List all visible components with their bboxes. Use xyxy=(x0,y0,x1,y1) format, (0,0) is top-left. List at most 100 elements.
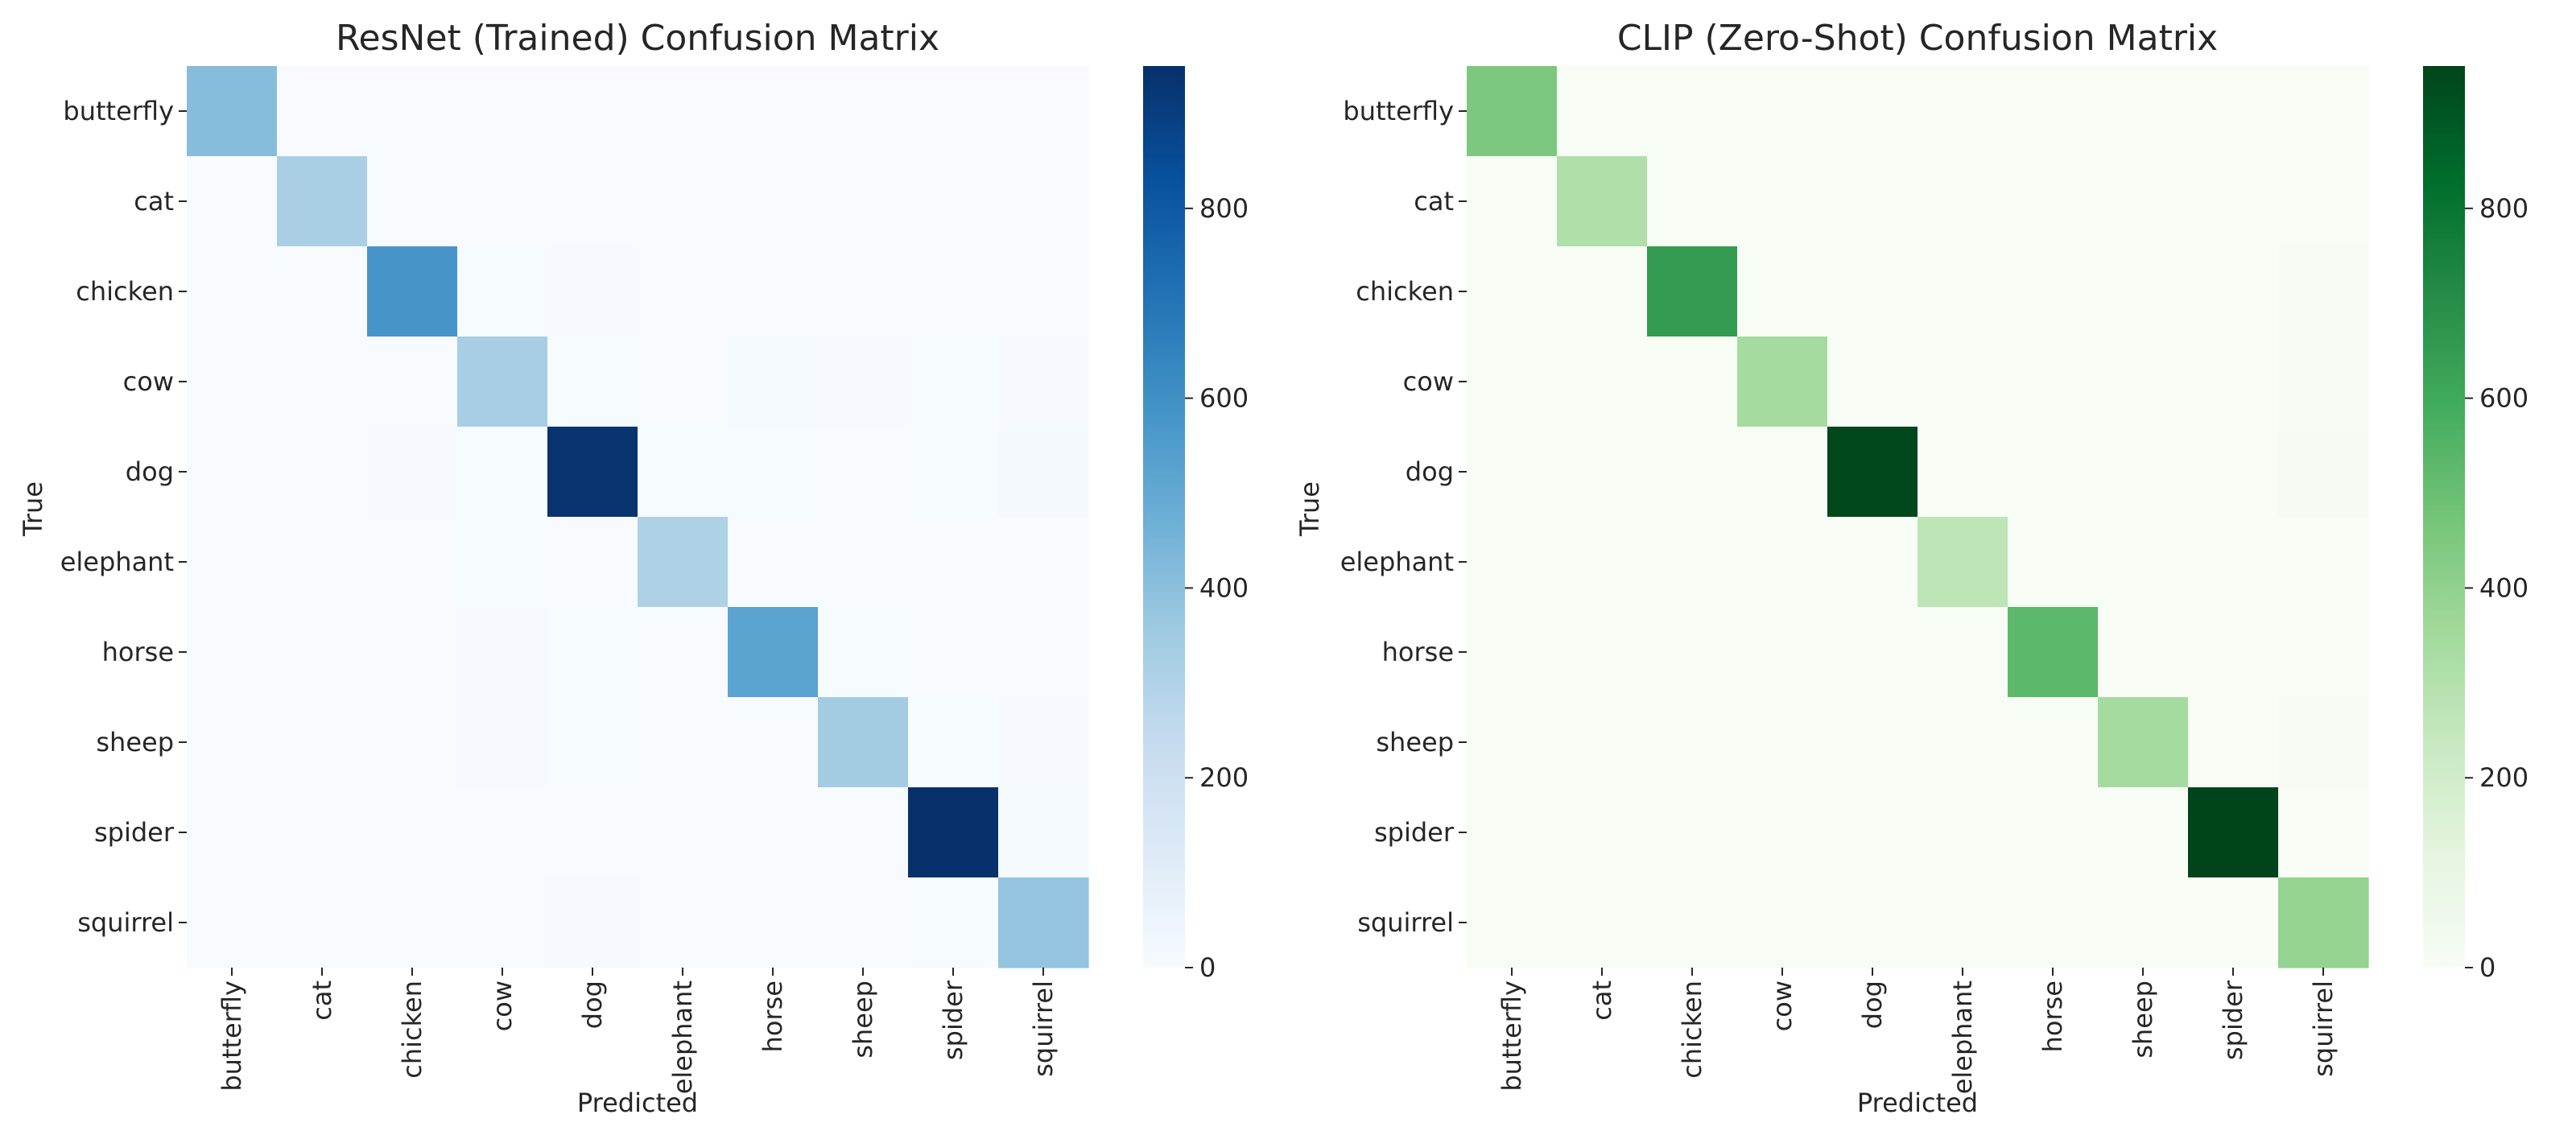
heatmap-cell xyxy=(1467,156,1558,247)
x-tick-label: chicken xyxy=(397,980,427,1079)
heatmap-cell xyxy=(547,607,638,698)
heatmap-cell xyxy=(1647,517,1738,608)
x-tick-label: cow xyxy=(487,980,518,1031)
heatmap-cell xyxy=(2008,697,2099,788)
heatmap-cell xyxy=(367,787,458,878)
heatmap-cell xyxy=(1467,517,1558,608)
heatmap-cell xyxy=(638,427,729,518)
heatmap-cell xyxy=(2008,877,2099,968)
heatmap-cell xyxy=(1918,246,2008,337)
heatmap-cell xyxy=(1918,66,2008,157)
x-axis-ticks: butterfly cat chicken cow dog elephant horse sh… xyxy=(1496,968,2339,1094)
heatmap-cell xyxy=(1827,787,1918,878)
heatmap-cell xyxy=(547,156,638,247)
heatmap-cell xyxy=(277,787,368,878)
heatmap-cell xyxy=(187,156,278,247)
y-tick-label: chicken xyxy=(1356,276,1454,307)
y-axis-ticks: butterfly cat chicken cow dog elephant horse sh… xyxy=(1340,96,1467,938)
heatmap-cell xyxy=(187,787,278,878)
heatmap-cell xyxy=(2098,697,2189,788)
heatmap-cell xyxy=(1557,697,1648,788)
heatmap-cell xyxy=(1647,246,1738,337)
heatmap-cell xyxy=(818,246,909,337)
heatmap-cell xyxy=(2098,787,2189,878)
y-tick-label: dog xyxy=(1406,456,1454,487)
heatmap-cell xyxy=(1827,697,1918,788)
heatmap-cell xyxy=(638,787,729,878)
heatmap-cell xyxy=(457,246,548,337)
x-tick-label: butterfly xyxy=(217,980,247,1092)
heatmap-cell xyxy=(908,156,999,247)
heatmap-cell xyxy=(1467,336,1558,427)
heatmap-cell xyxy=(457,66,548,157)
heatmap-cell xyxy=(2098,607,2189,698)
x-tick-label: horse xyxy=(758,980,788,1052)
heatmap-cell xyxy=(187,877,278,968)
heatmap-cell xyxy=(2188,246,2279,337)
heatmap-cell xyxy=(2188,66,2279,157)
heatmap-cell xyxy=(2008,246,2099,337)
heatmap-cell xyxy=(547,697,638,788)
heatmap-cell xyxy=(818,877,909,968)
colorbar-tick-label: 800 xyxy=(2479,193,2529,224)
y-tick-label: butterfly xyxy=(63,96,174,126)
heatmap-cell xyxy=(547,877,638,968)
heatmap-cell xyxy=(547,787,638,878)
heatmap-cell xyxy=(547,336,638,427)
y-tick-label: chicken xyxy=(76,276,174,307)
heatmap-cell xyxy=(638,697,729,788)
y-tick-label: elephant xyxy=(1340,547,1454,577)
heatmap-cell xyxy=(367,697,458,788)
x-tick-label: spider xyxy=(2218,980,2248,1060)
heatmap-cell xyxy=(367,156,458,247)
heatmap-cell xyxy=(1557,66,1648,157)
heatmap-cell xyxy=(638,607,729,698)
heatmap-cell xyxy=(277,877,368,968)
heatmap-cell xyxy=(2188,156,2279,247)
y-tick-label: horse xyxy=(102,637,174,667)
heatmap-cell xyxy=(2278,697,2369,788)
heatmap-cell xyxy=(2098,246,2189,337)
heatmap-cell xyxy=(1827,517,1918,608)
heatmap-cell xyxy=(2008,156,2099,247)
x-tick-label: spider xyxy=(938,980,968,1060)
x-tick-label: dog xyxy=(1857,980,1888,1029)
heatmap-cell xyxy=(728,787,819,878)
heatmap-cell xyxy=(728,246,819,337)
heatmap-cell xyxy=(1827,156,1918,247)
heatmap-cell xyxy=(998,336,1089,427)
heatmap-cell xyxy=(1737,697,1828,788)
colorbar-tick-label: 200 xyxy=(2479,762,2529,793)
heatmap-cell xyxy=(638,246,729,337)
heatmap-cell xyxy=(1557,787,1648,878)
x-tick-label: cow xyxy=(1767,980,1798,1031)
heatmap-cell xyxy=(2278,336,2369,427)
heatmap-cell xyxy=(1737,66,1828,157)
heatmap-cell xyxy=(998,156,1089,247)
heatmap-cell xyxy=(2188,877,2279,968)
heatmap-cell xyxy=(187,607,278,698)
heatmap-cell xyxy=(277,156,368,247)
heatmap-cell xyxy=(1647,66,1738,157)
colorbar: 0 200 400 600 800 xyxy=(2423,66,2529,983)
heatmap-cell xyxy=(367,427,458,518)
heatmap-cell xyxy=(1647,156,1738,247)
heatmap-cell xyxy=(2008,336,2099,427)
y-tick-label: horse xyxy=(1382,637,1454,667)
heatmap-cell xyxy=(728,336,819,427)
heatmap-cell xyxy=(367,66,458,157)
heatmap-cell xyxy=(1827,427,1918,518)
panel-title: CLIP (Zero-Shot) Confusion Matrix xyxy=(1617,18,2218,59)
heatmap-cell xyxy=(818,156,909,247)
y-tick-label: sheep xyxy=(96,727,174,758)
y-tick-label: cat xyxy=(134,186,174,217)
heatmap-cell xyxy=(998,877,1089,968)
x-tick-label: squirrel xyxy=(1028,980,1059,1077)
y-tick-label: cow xyxy=(1403,366,1454,397)
heatmap-cell xyxy=(2008,66,2099,157)
heatmap-cell xyxy=(367,517,458,608)
colorbar-tick-label: 600 xyxy=(2479,383,2529,414)
heatmap-cell xyxy=(908,66,999,157)
heatmap-cell xyxy=(187,517,278,608)
y-axis-label: True xyxy=(1294,481,1325,537)
